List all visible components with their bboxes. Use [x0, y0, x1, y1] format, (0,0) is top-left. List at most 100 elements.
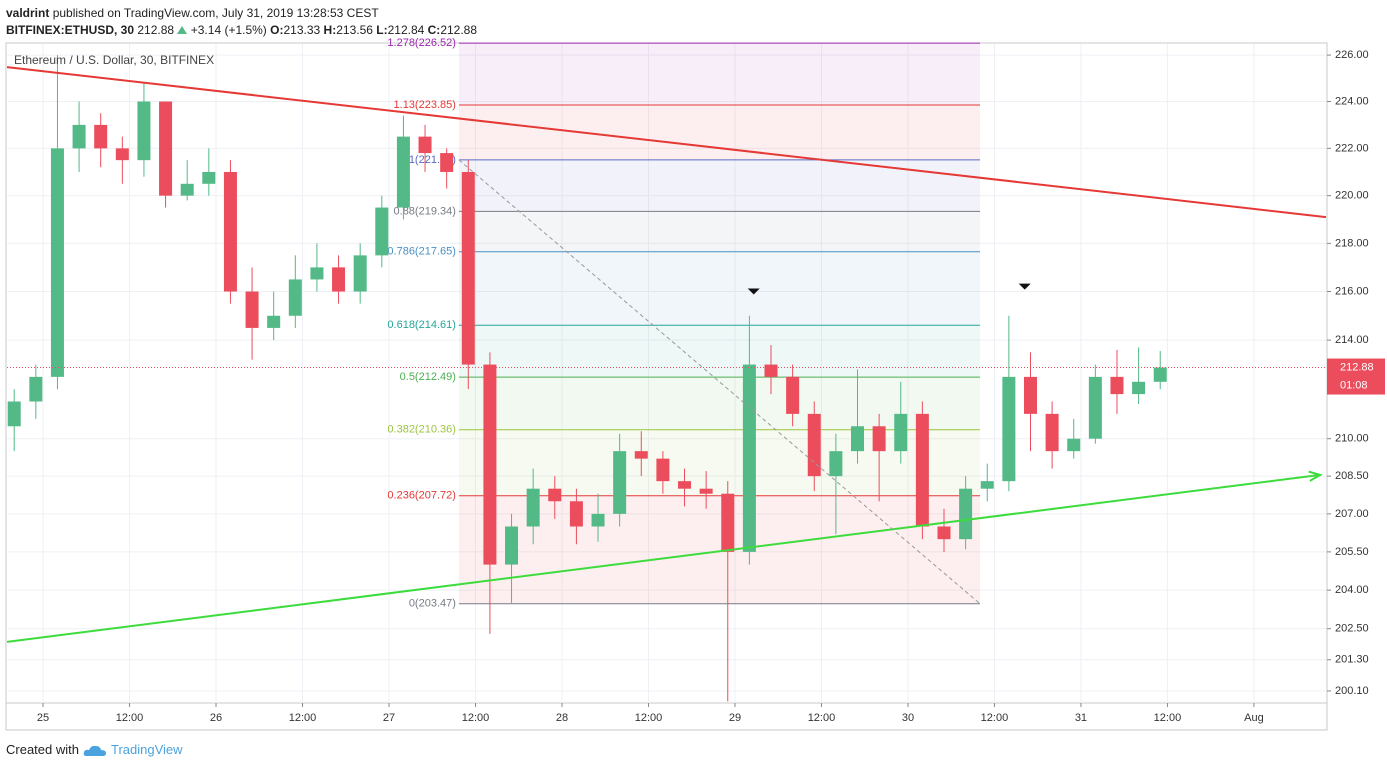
y-tick-label: 222.00 [1335, 142, 1369, 154]
y-tick-label: 204.00 [1335, 584, 1369, 596]
x-tick-label: 25 [37, 712, 49, 724]
o-label: O: [270, 23, 284, 37]
marker [1018, 283, 1031, 290]
x-tick-label: 12:00 [462, 712, 490, 724]
fib-band [458, 159, 981, 212]
candle-body [742, 364, 756, 552]
x-tick-label: 26 [210, 712, 222, 724]
h: 213.56 [336, 23, 373, 37]
candle-body [721, 493, 735, 552]
candle-body [548, 488, 562, 502]
logo [83, 745, 106, 756]
h-label: H: [323, 23, 337, 37]
fib-band [458, 105, 981, 160]
x-tick-label: 12:00 [981, 712, 1009, 724]
quote-line: BITFINEX:ETHUSD, 30 212.88 +3.14 (+1.5%)… [6, 22, 477, 39]
y-tick-label: 205.50 [1335, 546, 1369, 558]
candle-body [678, 481, 692, 489]
candle-body [461, 171, 475, 365]
candle-body [894, 413, 908, 452]
brand[interactable]: TradingView [110, 742, 183, 757]
candle-body [267, 315, 281, 328]
candle-body [7, 401, 21, 427]
fib-label: 0.618(214.61) [387, 319, 456, 331]
candle-body [807, 413, 821, 477]
candle-body [613, 451, 627, 514]
candle-body [29, 376, 43, 402]
candle-body [180, 183, 194, 196]
l-label: L: [376, 23, 388, 37]
candle-body [94, 124, 108, 149]
candle-body [1132, 381, 1146, 395]
candle-body [72, 124, 86, 149]
footer: Created with TradingView [6, 742, 183, 757]
candle-body [1023, 376, 1037, 414]
x-tick-label: 12:00 [635, 712, 663, 724]
candle-body [526, 488, 540, 527]
x-tick-label: 12:00 [289, 712, 317, 724]
legend: Ethereum / U.S. Dollar, 30, BITFINEX [14, 53, 214, 67]
y-tick-label: 210.00 [1335, 433, 1369, 445]
l: 212.84 [387, 23, 425, 37]
y-tick-label: 224.00 [1335, 95, 1369, 107]
candle-body [569, 501, 583, 527]
candle-body [1153, 367, 1167, 382]
c: 212.88 [440, 23, 478, 37]
x-tick-label: 29 [729, 712, 741, 724]
fib-band [458, 377, 981, 430]
candle-body [137, 101, 151, 161]
candle-body [353, 255, 367, 292]
fib-label: 1.278(226.52) [387, 37, 456, 49]
candle-body [1067, 438, 1081, 452]
candle-body [915, 413, 929, 527]
symbol: BITFINEX:ETHUSD, 30 [6, 23, 135, 37]
fib-band [458, 325, 981, 378]
y-tick-label: 201.30 [1335, 654, 1369, 666]
countdown: 01:08 [1340, 379, 1368, 391]
candle-body [980, 481, 994, 489]
candle-body [396, 136, 410, 208]
candle-body [159, 101, 173, 196]
y-tick-label: 207.00 [1335, 508, 1369, 520]
fib-label: 0.88(219.34) [394, 205, 456, 217]
price: 212.88 [137, 23, 175, 37]
y-tick-label: 208.50 [1335, 470, 1369, 482]
candle-body [786, 376, 800, 414]
candle-body [332, 267, 346, 292]
trendline [458, 159, 981, 605]
x-tick-label: 12:00 [1154, 712, 1182, 724]
y-tick-label: 216.00 [1335, 285, 1369, 297]
candle-body [764, 364, 778, 377]
y-tick-label: 220.00 [1335, 190, 1369, 202]
candle-body [418, 136, 432, 154]
candle-body [851, 426, 865, 452]
x-tick-label: 31 [1075, 712, 1087, 724]
candle-body [245, 291, 259, 328]
candle-body [656, 458, 670, 482]
candle-body [829, 451, 843, 477]
candle-body [115, 148, 129, 161]
fib-label: 1.13(223.85) [394, 99, 456, 111]
fib-label: 0.382(210.36) [387, 424, 456, 436]
candle-body [440, 153, 454, 172]
fib-band [458, 43, 981, 106]
fib-label: 0.236(207.72) [387, 490, 456, 502]
trendline-arrow [1308, 470, 1323, 482]
candle-body [1002, 376, 1016, 482]
candle-body [375, 207, 389, 256]
candle-body [591, 513, 605, 527]
author[interactable]: valdrint [6, 6, 50, 20]
fib-band [458, 251, 981, 326]
marker [747, 288, 760, 295]
fib-band [458, 211, 981, 252]
trendline [6, 66, 1327, 219]
created: Created with [6, 742, 79, 757]
x-tick-label: 27 [383, 712, 395, 724]
candle-body [483, 364, 497, 565]
header: valdrint published on TradingView.com, J… [6, 5, 477, 39]
candle-body [1110, 376, 1124, 395]
chart: 226.00 224.00 222.00 220.00 218.00 216.00 214.… [5, 37, 1385, 731]
candle-body [310, 267, 324, 280]
fib-label: 0(203.47) [409, 598, 456, 610]
